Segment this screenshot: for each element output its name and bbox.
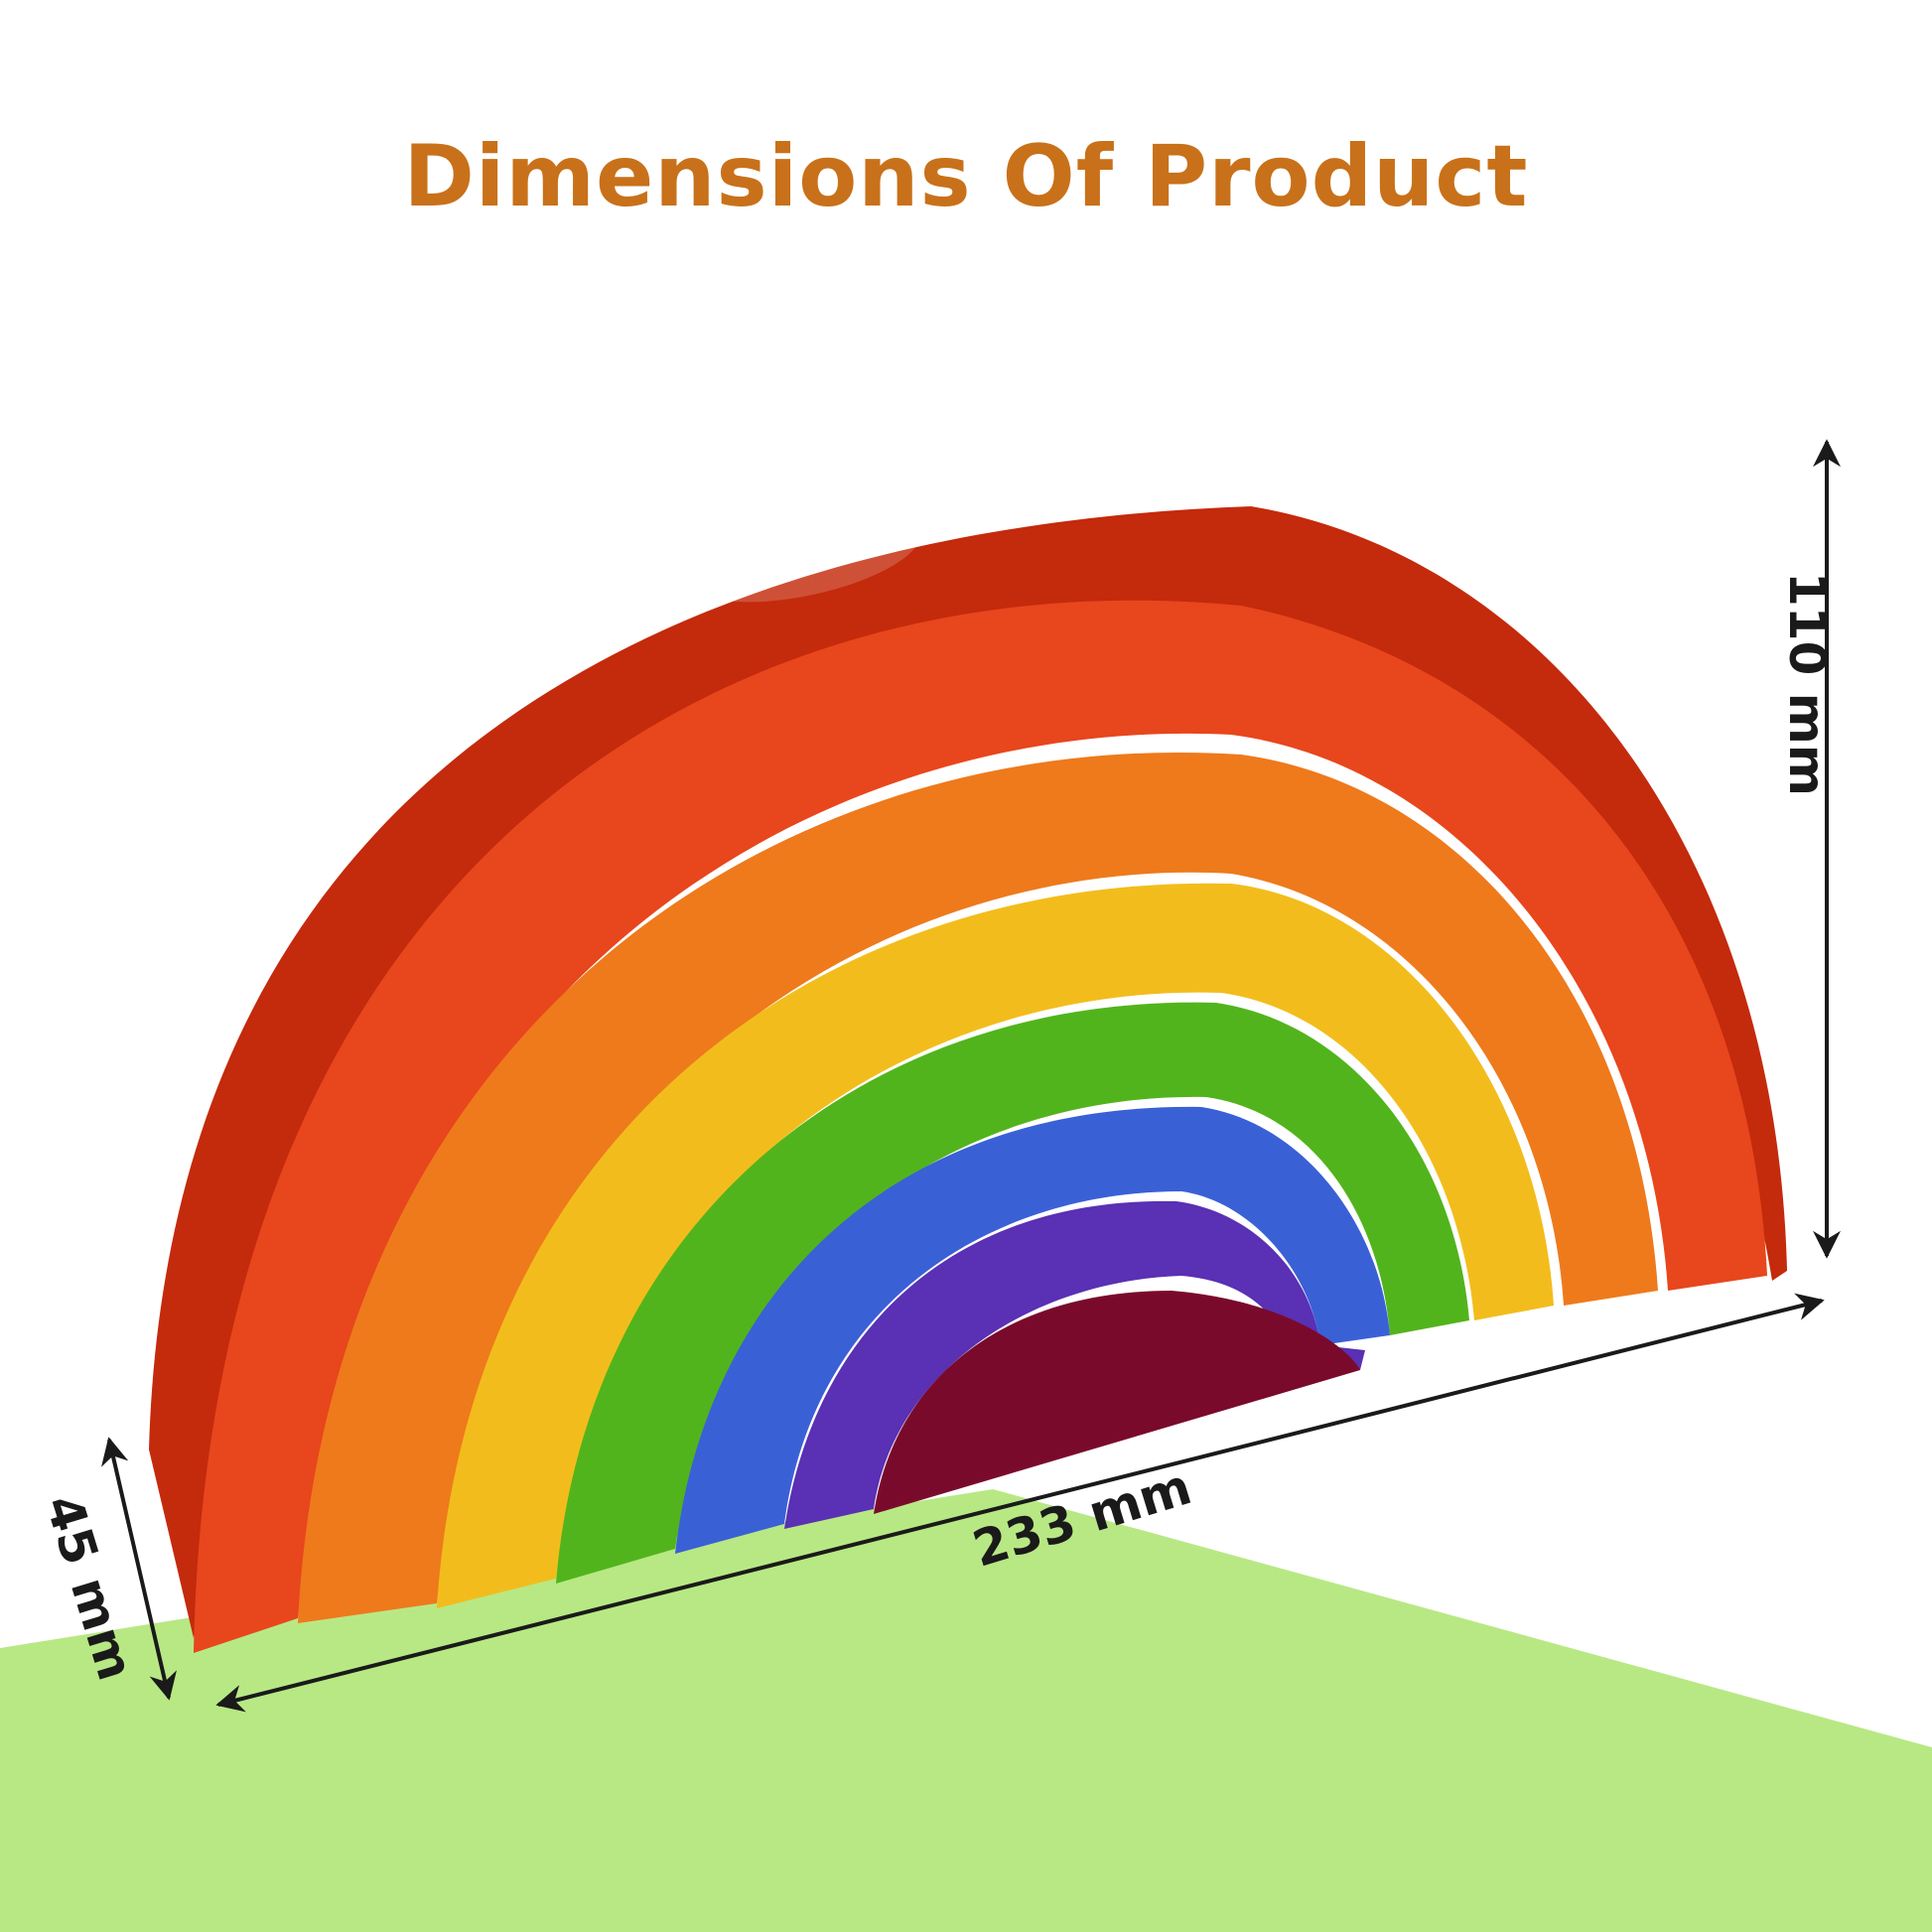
- arch-orange: [298, 752, 1658, 1623]
- rainbow-stacker-toy: [149, 506, 1787, 1653]
- depth-arrow: [101, 1437, 177, 1701]
- width-arrow: [215, 1293, 1825, 1713]
- height-label: 110 mm: [1778, 572, 1836, 796]
- arch-blue: [675, 1106, 1390, 1554]
- arch-yellow: [437, 883, 1554, 1608]
- page-title: Dimensions Of Product: [403, 127, 1529, 226]
- arch-green: [556, 1002, 1469, 1584]
- arch-red: [194, 600, 1767, 1653]
- arch-purple: [784, 1200, 1365, 1529]
